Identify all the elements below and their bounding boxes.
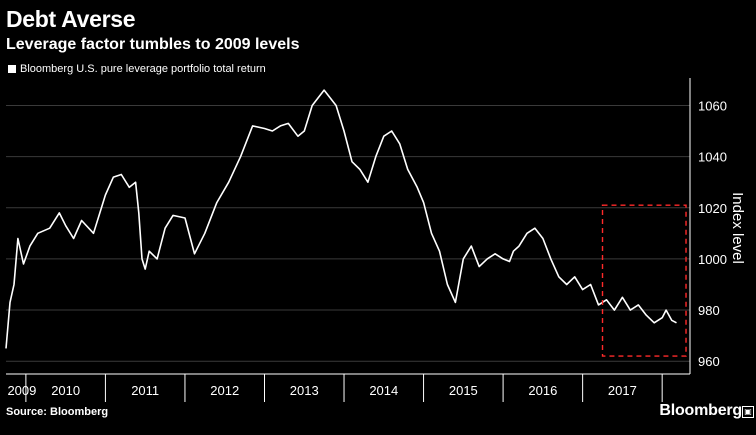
chart-subtitle: Leverage factor tumbles to 2009 levels — [6, 36, 300, 53]
x-tick-label: 2015 — [449, 383, 478, 398]
x-tick-label: 2010 — [51, 383, 80, 398]
y-axis-title: Index level — [729, 192, 746, 264]
y-tick-label: 1060 — [698, 98, 727, 113]
x-tick-label: 2014 — [369, 383, 398, 398]
x-tick-label: 2017 — [608, 383, 637, 398]
series-line — [5, 89, 677, 349]
source-note: Source: Bloomberg — [6, 406, 109, 418]
y-tick-label: 1020 — [698, 201, 727, 216]
legend: Bloomberg U.S. pure leverage portfolio t… — [8, 63, 266, 75]
chart-title: Debt Averse — [6, 6, 136, 32]
legend-label: Bloomberg U.S. pure leverage portfolio t… — [20, 63, 266, 75]
y-tick-label: 1040 — [698, 150, 727, 165]
x-tick-label: 2013 — [290, 383, 319, 398]
brand-logo: Bloomberg — [659, 402, 742, 419]
y-tick-label: 1000 — [698, 252, 727, 267]
brand-mark-icon: ▣ — [742, 406, 754, 418]
legend-swatch — [8, 65, 16, 73]
y-tick-label: 960 — [698, 354, 720, 369]
x-tick-label: 2016 — [528, 383, 557, 398]
highlight-box — [601, 204, 687, 357]
x-tick-label: 2009 — [7, 383, 36, 398]
y-tick-label: 980 — [698, 303, 720, 318]
x-tick-label: 2012 — [210, 383, 239, 398]
x-tick-label: 2011 — [131, 383, 159, 398]
